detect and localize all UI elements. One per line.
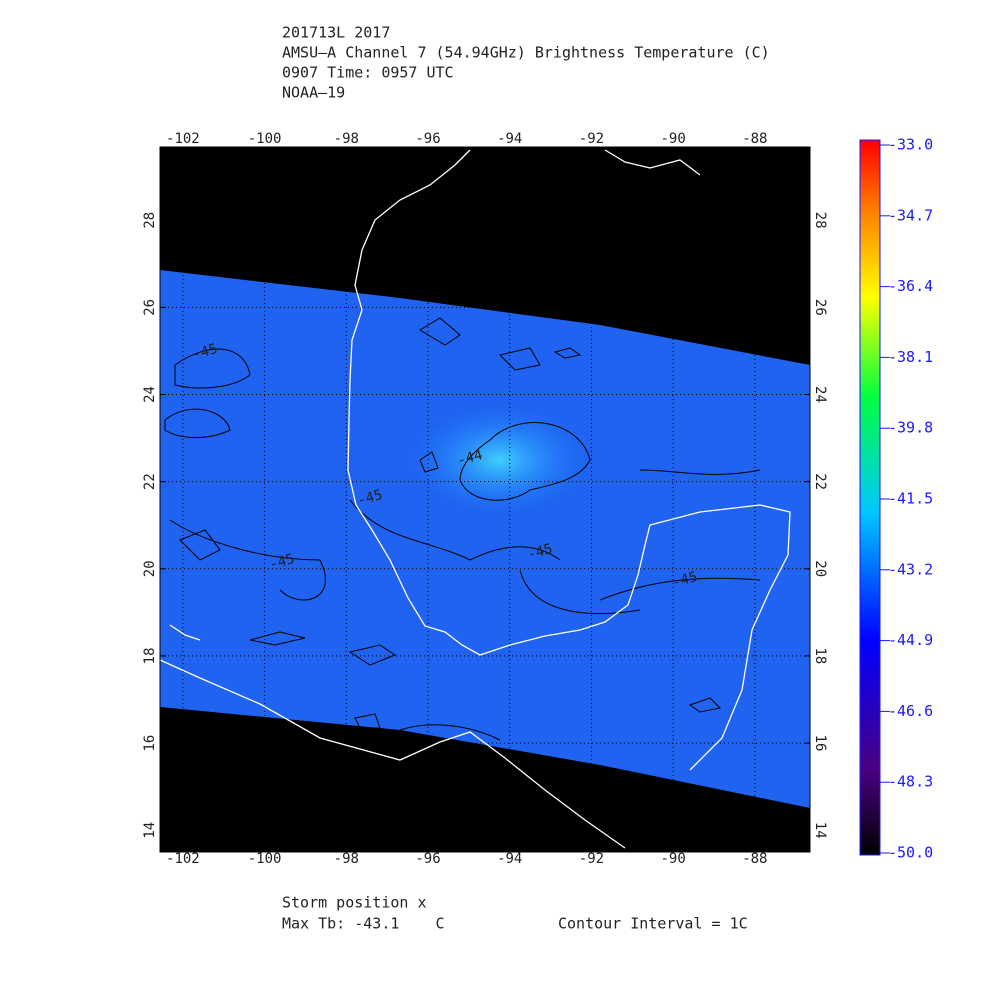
x-tick-label: -98 bbox=[334, 851, 359, 867]
colorbar-tick-label: -38.1 bbox=[888, 348, 933, 366]
contour-labels: -45 -44 -45 -45 -45 -45 bbox=[191, 341, 700, 591]
colorbar-tick-label: -33.0 bbox=[888, 136, 933, 154]
y-tick-label: 18 bbox=[142, 647, 158, 664]
y-tick-label: 26 bbox=[812, 299, 828, 316]
title-line: 0907 Time: 0957 UTC bbox=[282, 64, 454, 82]
title-line: NOAA–19 bbox=[282, 84, 345, 102]
colorbar-tick-label: -34.7 bbox=[888, 206, 933, 224]
colorbar-tick-label: -39.8 bbox=[888, 419, 933, 437]
x-tick-label: -100 bbox=[248, 131, 282, 147]
y-tick-label: 28 bbox=[142, 212, 158, 229]
x-tick-label: -90 bbox=[660, 131, 685, 147]
y-tick-label: 22 bbox=[142, 473, 158, 490]
colorbar-tick-label: -44.9 bbox=[888, 631, 933, 649]
contour-label: -45 bbox=[356, 487, 385, 509]
contour-label: -45 bbox=[671, 569, 700, 591]
x-tick-label: -96 bbox=[415, 131, 440, 147]
title-line: AMSU–A Channel 7 (54.94GHz) Brightness T… bbox=[282, 44, 770, 62]
y-tick-label: 28 bbox=[812, 212, 828, 229]
y-tick-label: 24 bbox=[812, 386, 828, 403]
x-tick-label: -94 bbox=[497, 851, 522, 867]
x-tick-label: -102 bbox=[166, 851, 200, 867]
colorbar bbox=[859, 139, 881, 856]
contour-label: -45 bbox=[526, 541, 555, 563]
y-tick-label: 26 bbox=[142, 299, 158, 316]
warm-core bbox=[410, 405, 590, 515]
x-tick-label: -88 bbox=[742, 851, 767, 867]
contour-label: -44 bbox=[456, 447, 485, 469]
x-tick-label: -96 bbox=[415, 851, 440, 867]
y-tick-label: 16 bbox=[812, 735, 828, 752]
footer-text: Storm position x bbox=[282, 894, 427, 912]
footer-text: Contour Interval = 1C bbox=[558, 915, 748, 933]
colorbar-tick-label: -50.0 bbox=[888, 844, 933, 862]
title-line: 201713L 2017 bbox=[282, 24, 390, 42]
colorbar-tick-label: -46.6 bbox=[888, 702, 933, 720]
map-frame bbox=[159, 146, 811, 853]
x-tick-label: -102 bbox=[166, 131, 200, 147]
y-tick-label: 22 bbox=[812, 473, 828, 490]
swath bbox=[160, 270, 810, 808]
x-tick-label: -92 bbox=[579, 131, 604, 147]
contours bbox=[164, 317, 761, 741]
axes: -102 -102 -100 -100 -98 -98 -96 -96 -94 -94 -92 -92… bbox=[142, 131, 828, 867]
footer-text: Max Tb: -43.1 C bbox=[282, 915, 445, 933]
y-tick-label: 14 bbox=[812, 822, 828, 839]
contour-label: -45 bbox=[268, 551, 297, 573]
x-tick-label: -90 bbox=[660, 851, 685, 867]
x-tick-label: -92 bbox=[579, 851, 604, 867]
colorbar-tick-label: -48.3 bbox=[888, 773, 933, 791]
colorbar-tick-label: -43.2 bbox=[888, 560, 933, 578]
colorbar-ticks: -33.0 -34.7 -36.4 -38.1 -39.8 -41.5 -43.2 -44.9… bbox=[880, 136, 933, 862]
footer: Storm position x Max Tb: -43.1 C Contour I… bbox=[282, 894, 748, 933]
y-tick-label: 14 bbox=[142, 822, 158, 839]
y-tick-label: 20 bbox=[812, 560, 828, 577]
x-tick-label: -94 bbox=[497, 131, 522, 147]
x-tick-label: -100 bbox=[248, 851, 282, 867]
coastline bbox=[159, 149, 791, 849]
contour-label: -45 bbox=[191, 341, 220, 363]
y-tick-label: 16 bbox=[142, 735, 158, 752]
y-tick-label: 20 bbox=[142, 560, 158, 577]
x-tick-label: -98 bbox=[334, 131, 359, 147]
colorbar-tick-label: -41.5 bbox=[888, 490, 933, 508]
y-tick-label: 24 bbox=[142, 386, 158, 403]
title-block: 201713L 2017 AMSU–A Channel 7 (54.94GHz) … bbox=[282, 24, 770, 102]
y-tick-label: 18 bbox=[812, 647, 828, 664]
colorbar-tick-label: -36.4 bbox=[888, 277, 933, 295]
x-tick-label: -88 bbox=[742, 131, 767, 147]
